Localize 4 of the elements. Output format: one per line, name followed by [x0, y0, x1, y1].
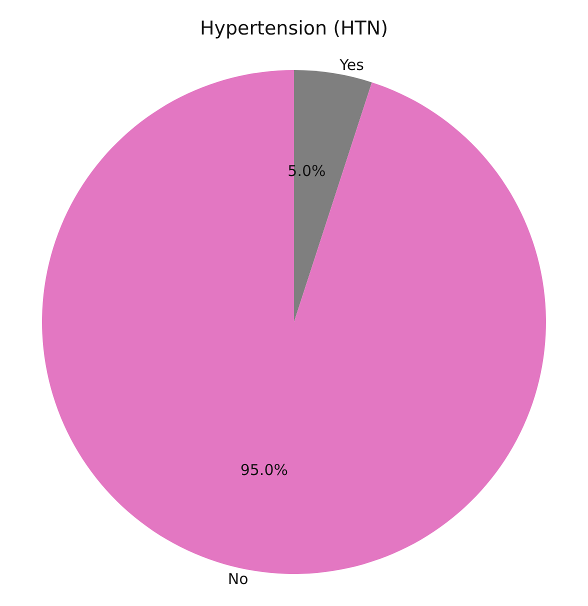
slice-label: Yes: [338, 56, 364, 74]
chart-title: Hypertension (HTN): [200, 18, 388, 40]
data-label: 95.0%: [240, 460, 288, 479]
slice-label: No: [228, 570, 248, 588]
